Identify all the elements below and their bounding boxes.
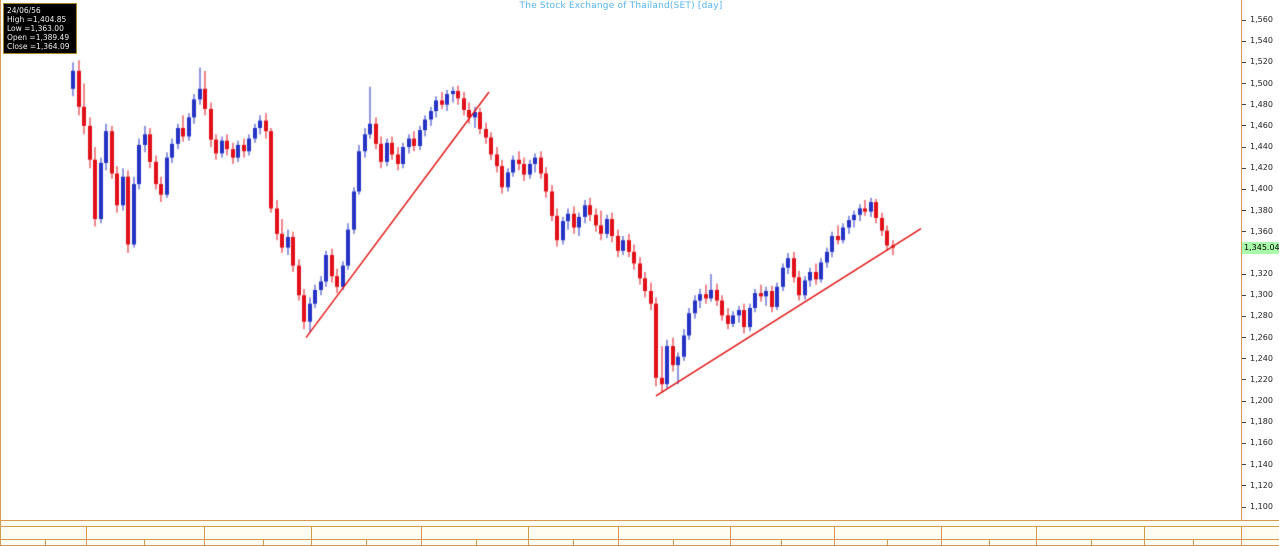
time-axis-separator — [421, 540, 422, 545]
y-axis-tick — [1242, 442, 1246, 444]
y-axis-tick — [1242, 40, 1246, 42]
time-axis-row-months — [1, 527, 1279, 540]
y-axis-tick — [1242, 210, 1246, 212]
time-axis-separator — [1091, 540, 1092, 545]
time-axis-separator — [45, 540, 46, 545]
time-axis-separator — [618, 540, 619, 545]
y-axis-tick — [1242, 337, 1246, 339]
price-axis[interactable]: 1,345.04 1,560 1,540 1,520 1,500 1,480 1,460 1… — [1241, 0, 1279, 520]
y-axis-tick — [1242, 167, 1246, 169]
y-axis-tick-label: 1,240 — [1250, 353, 1273, 363]
y-axis-tick-label: 1,360 — [1250, 226, 1273, 236]
time-axis-separator — [311, 540, 312, 545]
y-axis-tick-label: 1,420 — [1250, 163, 1273, 173]
y-axis-tick-label: 1,540 — [1250, 36, 1273, 46]
time-axis-separator — [263, 540, 264, 545]
y-axis-tick-label: 1,260 — [1250, 332, 1273, 342]
tooltip-date: 24/06/56 — [7, 6, 41, 15]
time-axis-separator — [1193, 540, 1194, 545]
time-axis-separator — [673, 540, 674, 545]
time-axis-separator — [204, 540, 205, 545]
time-axis-separator — [144, 540, 145, 545]
time-axis-separator — [1144, 540, 1145, 545]
y-axis-tick — [1242, 421, 1246, 423]
time-axis-separator — [941, 527, 942, 539]
y-axis-tick-label: 1,100 — [1250, 502, 1273, 511]
time-axis-separator — [204, 527, 205, 539]
y-axis-tick-label: 1,280 — [1250, 311, 1273, 321]
y-axis-tick-label: 1,380 — [1250, 205, 1273, 215]
y-axis-tick-label: 1,560 — [1250, 15, 1273, 24]
y-axis-tick-label: 1,320 — [1250, 269, 1273, 279]
y-axis-tick — [1242, 358, 1246, 360]
y-axis-tick-label: 1,400 — [1250, 184, 1273, 194]
y-axis-tick-label: 1,500 — [1250, 78, 1273, 88]
time-axis-separator — [618, 527, 619, 539]
time-axis-separator — [476, 540, 477, 545]
y-axis-tick-label: 1,160 — [1250, 438, 1273, 448]
y-axis-tick-label: 1,120 — [1250, 480, 1273, 490]
time-axis[interactable] — [1, 520, 1279, 546]
y-axis-tick-label: 1,520 — [1250, 57, 1273, 67]
time-axis-separator — [941, 540, 942, 545]
tooltip-high: High =1,404.85 — [7, 15, 67, 24]
time-axis-separator — [1036, 540, 1037, 545]
y-axis-tick-label: 1,220 — [1250, 374, 1273, 384]
y-axis-tick — [1242, 188, 1246, 190]
time-axis-separator — [989, 540, 990, 545]
y-axis-tick — [1242, 231, 1246, 233]
time-axis-separator — [528, 540, 529, 545]
time-axis-row-weeks — [1, 540, 1279, 546]
y-axis-tick — [1242, 61, 1246, 63]
time-axis-separator — [528, 527, 529, 539]
y-axis-tick-label: 1,300 — [1250, 290, 1273, 300]
tooltip-open: Open =1,389.49 — [7, 33, 70, 42]
y-axis-tick-label: 1,440 — [1250, 142, 1273, 152]
time-axis-separator — [311, 527, 312, 539]
y-axis-tick — [1242, 315, 1246, 317]
y-axis-tick-label: 1,460 — [1250, 120, 1273, 130]
y-axis-tick — [1242, 273, 1246, 275]
chart-title: The Stock Exchange of Thailand(SET) [day… — [519, 1, 723, 11]
time-axis-separator — [1036, 527, 1037, 539]
last-price-label: 1,345.04 — [1242, 241, 1279, 254]
y-axis-tick-label: 1,200 — [1250, 396, 1273, 406]
y-axis-tick-label: 1,140 — [1250, 459, 1273, 469]
time-axis-row-top — [1, 520, 1279, 527]
y-axis-tick — [1242, 485, 1246, 487]
y-axis-tick — [1242, 125, 1246, 127]
y-axis-tick — [1242, 506, 1246, 508]
y-axis-tick — [1242, 379, 1246, 381]
time-axis-separator — [573, 540, 574, 545]
tooltip-low: Low =1,363.00 — [7, 24, 64, 33]
time-axis-separator — [1241, 540, 1242, 545]
time-axis-separator — [1144, 527, 1145, 539]
y-axis-tick — [1242, 104, 1246, 106]
time-axis-separator — [86, 540, 87, 545]
time-axis-separator — [730, 540, 731, 545]
candlestick-chart[interactable] — [1, 0, 1241, 520]
time-axis-separator — [834, 540, 835, 545]
y-axis-tick — [1242, 400, 1246, 402]
time-axis-separator — [730, 527, 731, 539]
time-axis-separator — [421, 527, 422, 539]
y-axis-tick — [1242, 464, 1246, 466]
y-axis-tick-label: 1,180 — [1250, 417, 1273, 427]
time-axis-separator — [781, 540, 782, 545]
y-axis-tick — [1242, 146, 1246, 148]
chart-region: The Stock Exchange of Thailand(SET) [day… — [1, 0, 1241, 520]
y-axis-tick — [1242, 19, 1246, 21]
ohlc-tooltip: 24/06/56 High =1,404.85 Low =1,363.00 Op… — [3, 3, 77, 54]
y-axis-tick — [1242, 294, 1246, 296]
tooltip-close: Close =1,364.09 — [7, 42, 70, 51]
y-axis-tick-label: 1,480 — [1250, 99, 1273, 109]
time-axis-separator — [834, 527, 835, 539]
time-axis-separator — [1241, 527, 1242, 539]
y-axis-tick — [1242, 83, 1246, 85]
time-axis-separator — [366, 540, 367, 545]
time-axis-separator — [887, 540, 888, 545]
time-axis-separator — [86, 527, 87, 539]
